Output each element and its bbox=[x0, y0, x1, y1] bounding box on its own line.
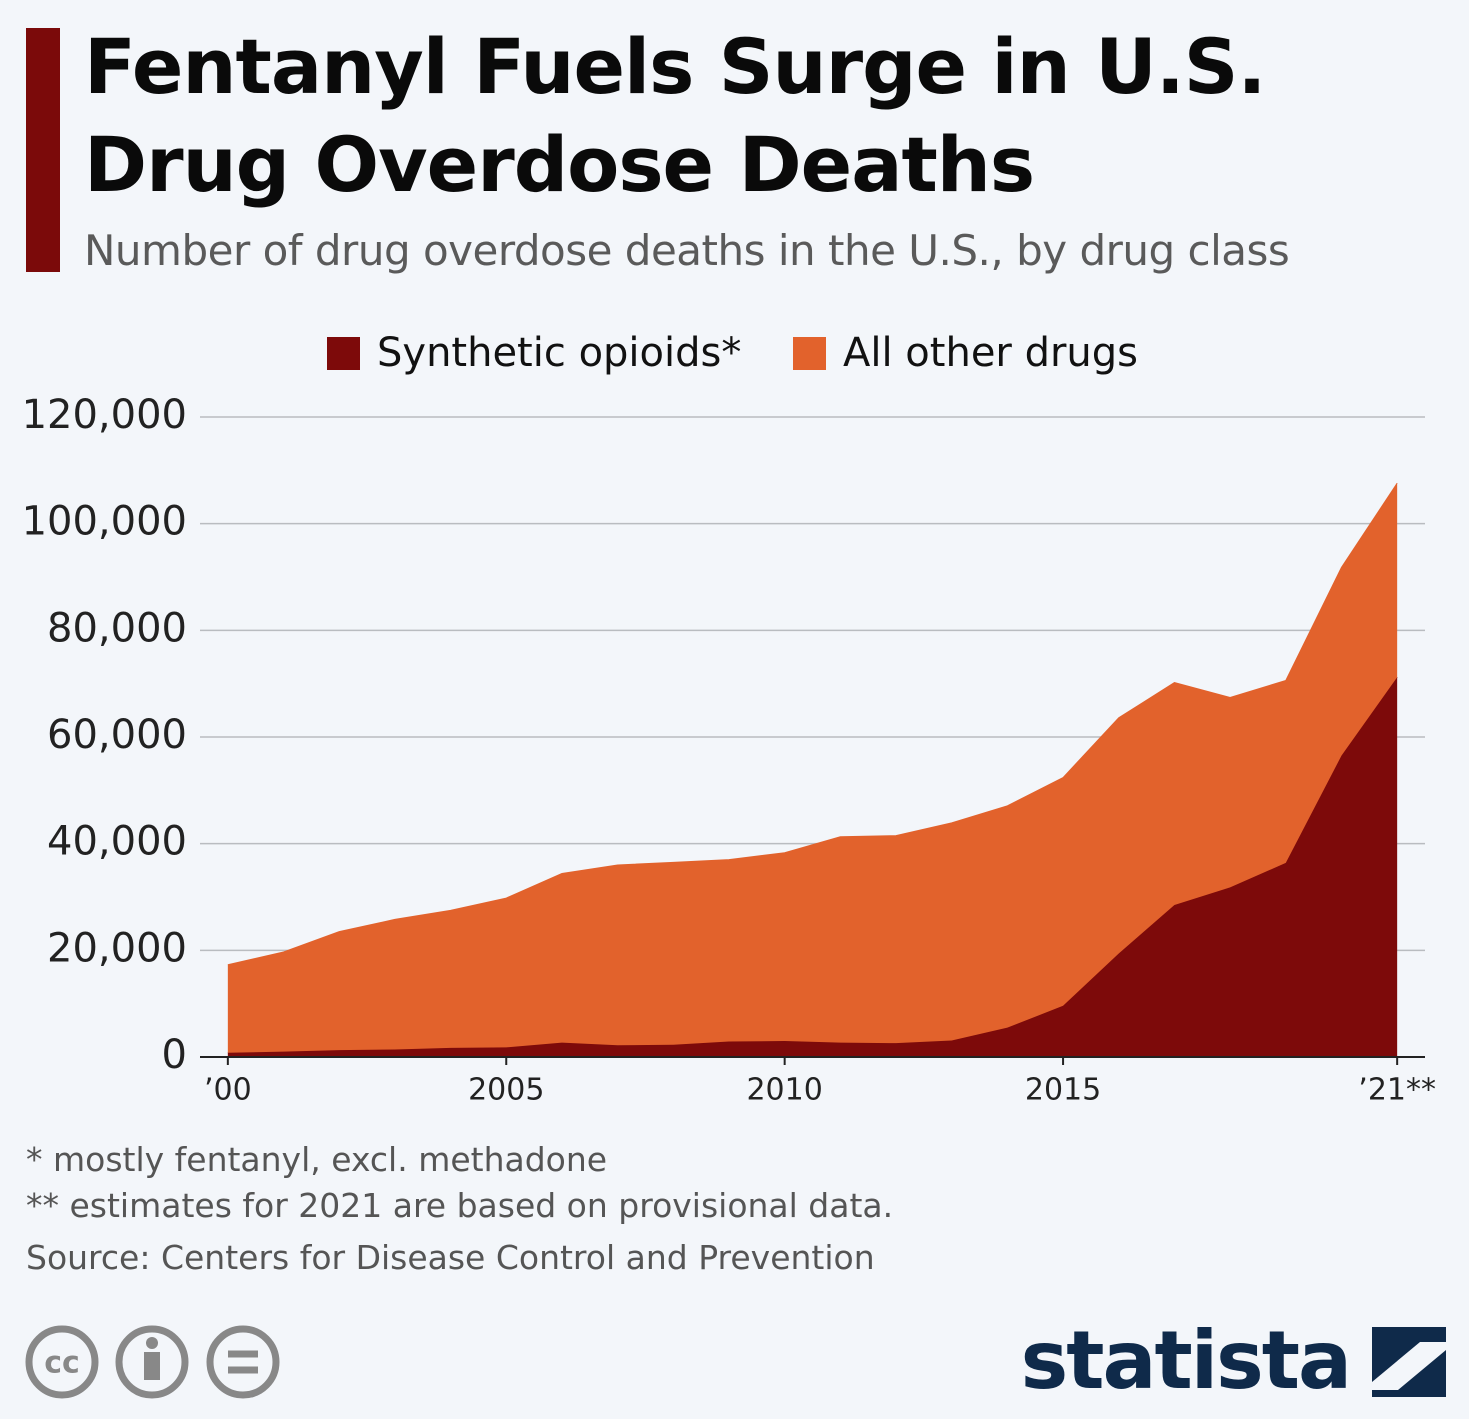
y-tick-label: 120,000 bbox=[22, 392, 187, 438]
accent-bar bbox=[26, 28, 60, 272]
source: Source: Centers for Disease Control and … bbox=[26, 1238, 875, 1277]
x-tick-label: ’00 bbox=[204, 1073, 252, 1108]
footnote: * mostly fentanyl, excl. methadone bbox=[26, 1140, 608, 1179]
brand-icon bbox=[1372, 1327, 1446, 1397]
footnote: ** estimates for 2021 are based on provi… bbox=[26, 1186, 894, 1225]
svg-text:cc: cc bbox=[44, 1346, 80, 1381]
y-tick-label: 20,000 bbox=[47, 925, 187, 971]
area-top-edge bbox=[227, 482, 1398, 966]
x-tick-label: 2005 bbox=[468, 1073, 544, 1108]
legend-swatch bbox=[327, 337, 360, 370]
area-fill bbox=[227, 677, 1398, 1057]
area-fill bbox=[227, 483, 1398, 1053]
y-tick-label: 60,000 bbox=[47, 712, 187, 758]
legend-label: Synthetic opioids* bbox=[377, 330, 741, 376]
y-tick-label: 80,000 bbox=[47, 605, 187, 651]
y-tick-label: 40,000 bbox=[47, 819, 187, 865]
x-tick-label: ’21** bbox=[1358, 1073, 1436, 1108]
chart-title: Fentanyl Fuels Surge in U.S. Drug Overdo… bbox=[84, 22, 1266, 209]
x-tick-label: 2015 bbox=[1025, 1073, 1101, 1108]
legend-swatch bbox=[793, 337, 826, 370]
plot: 0 20,000 40,000 60,000 80,000 100,000 120,000 ’… bbox=[22, 330, 1436, 1108]
brand-logo: statista bbox=[1021, 1314, 1350, 1407]
y-tick-label: 0 bbox=[162, 1032, 187, 1078]
license-icons: cc bbox=[25, 1325, 280, 1399]
x-tick-label: 2010 bbox=[746, 1073, 822, 1108]
y-tick-label: 100,000 bbox=[22, 499, 187, 545]
legend-label: All other drugs bbox=[843, 330, 1138, 376]
chart-subtitle: Number of drug overdose deaths in the U.… bbox=[84, 226, 1290, 275]
